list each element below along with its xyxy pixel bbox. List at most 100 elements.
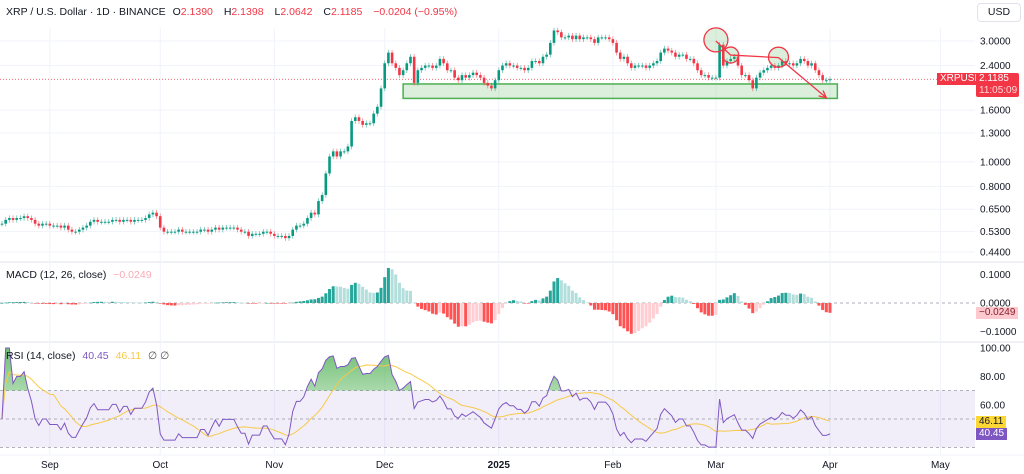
candle-body: [258, 233, 261, 235]
candle-body: [48, 223, 52, 226]
candle: [821, 72, 824, 84]
candle-body: [552, 30, 556, 43]
macd-histogram-bar: [408, 290, 412, 303]
candle-body: [302, 223, 306, 226]
candle-body: [710, 77, 714, 79]
candle-body: [107, 221, 111, 223]
macd-histogram-bar: [442, 303, 446, 314]
rsi-axis-label: 60.00: [980, 400, 1005, 411]
candle: [221, 224, 225, 233]
macd-histogram-bar: [784, 292, 788, 303]
macd-histogram-bar: [269, 303, 273, 304]
price-axis-label: 0.5300: [980, 227, 1011, 238]
macd-histogram-bar: [780, 293, 784, 303]
macd-histogram-bar: [467, 303, 471, 325]
candle: [350, 118, 353, 150]
macd-histogram-bar: [166, 303, 170, 306]
candle: [26, 213, 30, 221]
candle: [144, 215, 147, 223]
macd-histogram-bar: [136, 302, 140, 304]
candle-body: [192, 231, 195, 233]
candle-body: [210, 229, 214, 232]
candle: [409, 54, 412, 67]
time-axis-label: Nov: [265, 460, 283, 471]
candle-body: [100, 221, 103, 223]
macd-histogram-bar: [412, 302, 416, 304]
candle: [688, 56, 692, 62]
candle: [475, 69, 479, 78]
candle-body: [549, 42, 552, 55]
candle-body: [501, 65, 504, 71]
candle: [512, 62, 515, 69]
candle-body: [714, 77, 718, 79]
rsi-title: RSI (14, close): [6, 350, 76, 362]
candle-body: [273, 233, 276, 236]
candle-body: [287, 235, 291, 239]
symbol-title: XRP / U.S. Dollar · 1D · BINANCE: [6, 6, 166, 18]
candle: [195, 228, 199, 235]
candle-body: [313, 212, 317, 215]
candle: [361, 118, 364, 128]
macd-histogram-bar: [475, 303, 479, 322]
candle: [633, 62, 637, 71]
candle-body: [504, 63, 508, 66]
candle-body: [155, 212, 158, 217]
currency-button[interactable]: USD: [977, 3, 1021, 22]
candle-body: [611, 39, 615, 43]
candle: [313, 209, 317, 218]
macd-histogram-bar: [33, 303, 37, 304]
macd-histogram-bar: [276, 303, 280, 304]
candle: [482, 74, 486, 86]
macd-histogram-bar: [740, 301, 744, 303]
macd-legend[interactable]: MACD (12, 26, close) −0.0249: [6, 269, 156, 281]
macd-histogram-bar: [364, 289, 368, 303]
candle: [560, 29, 563, 41]
candle-body: [699, 70, 703, 76]
candle-body: [593, 39, 596, 43]
macd-histogram-bar: [96, 301, 100, 303]
candle: [431, 62, 434, 71]
macd-histogram-bar: [397, 282, 401, 303]
macd-histogram-bar: [74, 303, 78, 305]
macd-histogram-bar: [324, 293, 328, 303]
candle: [541, 54, 545, 67]
macd-histogram-bar: [0, 303, 4, 304]
candle: [758, 69, 762, 81]
candle: [111, 217, 114, 225]
candle-body: [490, 85, 493, 89]
macd-title: MACD (12, 26, close): [6, 269, 107, 281]
candle-body: [799, 58, 802, 64]
macd-histogram-bar: [162, 303, 166, 305]
candle: [214, 224, 217, 233]
macd-histogram-bar: [592, 303, 596, 310]
macd-histogram-bar: [169, 303, 173, 306]
candle-body: [44, 223, 48, 225]
ohlc-low: L2.0642: [274, 6, 316, 18]
candle: [806, 58, 810, 69]
macd-histogram-bar: [765, 301, 769, 303]
price-axis-label: 0.6500: [980, 205, 1011, 216]
candle: [677, 51, 681, 60]
candle-body: [22, 216, 26, 219]
candle-body: [652, 63, 655, 66]
candle: [405, 60, 409, 74]
candle-body: [802, 58, 806, 62]
candle: [184, 228, 188, 235]
candle: [744, 72, 747, 78]
macd-histogram-bar: [390, 269, 394, 303]
candle-body: [497, 70, 501, 81]
macd-histogram-bar: [125, 302, 129, 303]
candle-body: [26, 216, 30, 219]
macd-histogram-bar: [688, 301, 692, 303]
macd-histogram-bar: [743, 303, 747, 305]
macd-histogram-bar: [114, 301, 118, 303]
candle-body: [376, 106, 379, 114]
candle-body: [622, 56, 626, 59]
candle-body: [66, 225, 70, 230]
candle-body: [526, 67, 530, 71]
candle-body: [298, 225, 302, 227]
candle: [33, 217, 37, 227]
rsi-legend[interactable]: RSI (14, close) 40.45 46.11 ∅ ∅: [6, 350, 173, 362]
candle-body: [659, 52, 663, 62]
